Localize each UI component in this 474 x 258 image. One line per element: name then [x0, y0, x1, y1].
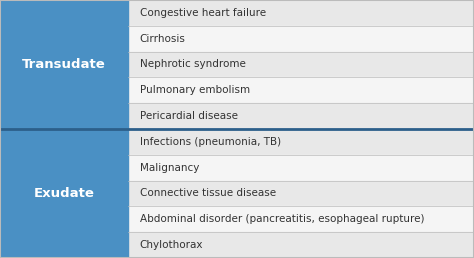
Bar — [128, 155, 474, 181]
Text: Transudate: Transudate — [22, 58, 106, 71]
Bar — [128, 206, 474, 232]
Text: Exudate: Exudate — [34, 187, 94, 200]
Bar — [128, 0, 474, 26]
Bar — [128, 181, 474, 206]
Text: Abdominal disorder (pancreatitis, esophageal rupture): Abdominal disorder (pancreatitis, esopha… — [140, 214, 424, 224]
Bar — [128, 103, 474, 129]
Text: Infections (pneumonia, TB): Infections (pneumonia, TB) — [140, 137, 281, 147]
Text: Pericardial disease: Pericardial disease — [140, 111, 238, 121]
Bar — [128, 77, 474, 103]
Bar — [0, 0, 128, 129]
Text: Chylothorax: Chylothorax — [140, 240, 203, 250]
Bar — [128, 52, 474, 77]
Text: Malignancy: Malignancy — [140, 163, 199, 173]
Bar — [128, 129, 474, 155]
Bar — [128, 26, 474, 52]
Text: Cirrhosis: Cirrhosis — [140, 34, 186, 44]
Text: Connective tissue disease: Connective tissue disease — [140, 189, 276, 198]
Bar — [128, 232, 474, 258]
Text: Nephrotic syndrome: Nephrotic syndrome — [140, 60, 246, 69]
Bar — [0, 129, 128, 258]
Text: Congestive heart failure: Congestive heart failure — [140, 8, 266, 18]
Text: Pulmonary embolism: Pulmonary embolism — [140, 85, 250, 95]
